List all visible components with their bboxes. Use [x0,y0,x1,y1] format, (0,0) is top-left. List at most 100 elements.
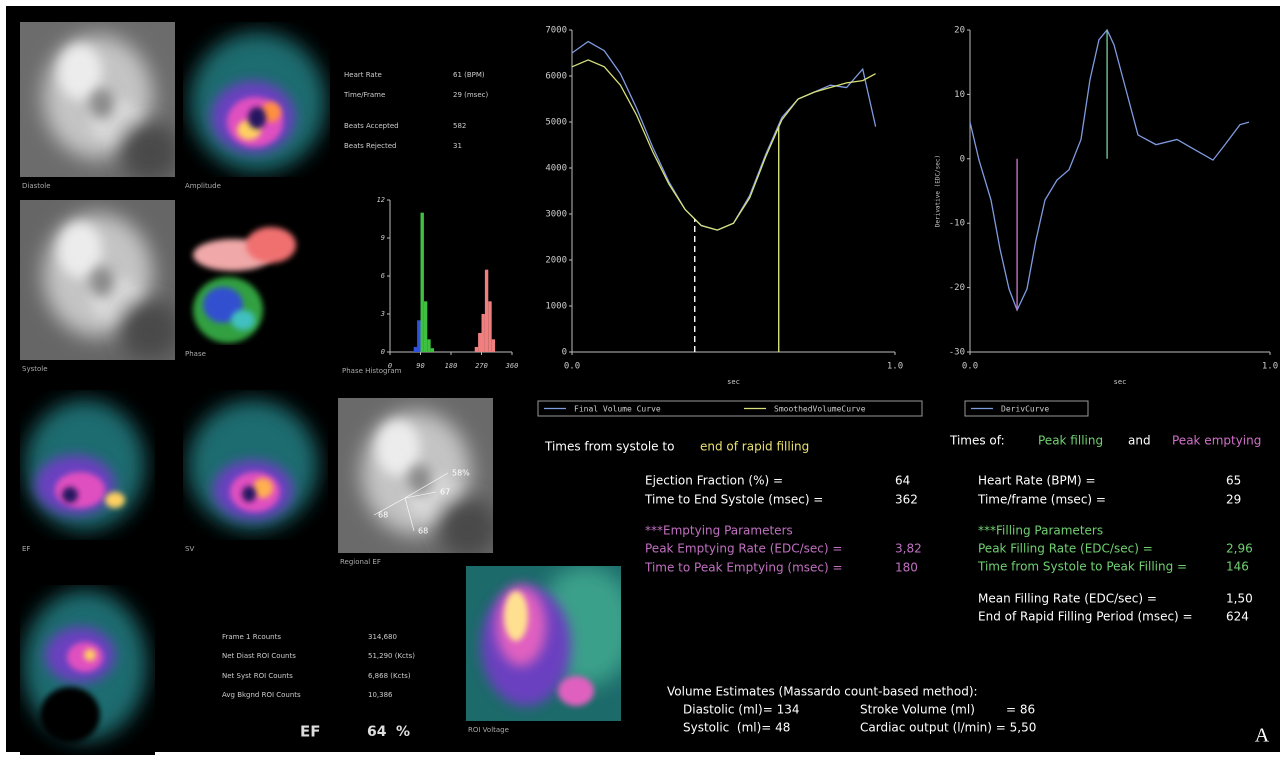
y-tick-label: 9 [381,234,385,242]
image-blob [408,465,432,495]
image-label: Amplitude [185,182,221,190]
stat-value: 31 [453,142,462,150]
image-blob [90,267,114,297]
stat-label: Frame 1 Rcounts [222,633,281,641]
stat-label: Beats Rejected [344,142,396,150]
image-panel [183,205,303,345]
result-value: 2,96 [1226,542,1253,556]
result-value: 29 [1226,493,1241,507]
image-panel [20,390,155,540]
image-blob [253,478,273,498]
y-tick-label: 6 [381,272,385,280]
legend-label: DerivCurve [1001,405,1049,414]
image-blob [120,300,180,360]
stat-label: Net Diast ROI Counts [222,652,296,660]
result-label: Time/frame (msec) = [977,493,1106,507]
stat-label: Avg Bkgnd ROI Counts [222,691,301,699]
x-tick-label: 0 [388,362,392,370]
histogram-bar [414,347,417,352]
result-label: Heart Rate (BPM) = [978,474,1096,488]
volume-estimate: Diastolic (ml)= 134 [683,703,799,717]
corner-label: A [1255,725,1270,747]
y-tick-label: 5000 [545,118,567,128]
y-tick-label: 6000 [545,72,567,82]
y-tick-label: -20 [949,283,965,293]
stat-label: Beats Accepted [344,122,399,130]
volume-estimate: Systolic (ml)= 48 [683,721,790,735]
stat-value: 29 (msec) [453,91,488,99]
regional-ef-label: 68 [378,511,388,520]
legend-label: Final Volume Curve [574,405,661,414]
result-label: Peak Emptying Rate (EDC/sec) = [645,542,842,556]
result-label: Time from Systole to Peak Filling = [977,560,1187,574]
timing-note: end of rapid filling [700,440,809,454]
timing-note: Peak emptying [1172,434,1261,448]
image-blob [242,486,256,502]
histogram-bar [431,348,434,352]
y-tick-label: 7000 [545,26,567,36]
result-value: 624 [1226,610,1249,624]
image-label: Diastole [22,182,51,190]
image-panel [20,22,180,182]
volume-estimate: Cardiac output (l/min) = 5,50 [860,721,1036,735]
histogram-bar [485,270,488,352]
histogram-bar [417,320,420,352]
stat-label: Net Syst ROI Counts [222,672,293,680]
result-value: 3,82 [895,542,922,556]
y-tick-label: 3000 [545,210,567,220]
image-blob [248,107,266,129]
y-tick-label: 20 [954,26,965,36]
image-label: Systole [22,365,48,373]
histogram-bar [478,333,481,352]
y-tick-label: -30 [949,348,965,358]
ef-label: EF [300,723,321,741]
x-axis-label: sec [1114,378,1127,386]
x-tick-label: 180 [445,362,458,370]
image-blob [120,122,180,182]
stat-value: 6,868 (Kcts) [368,672,411,680]
image-label: Phase Histogram [342,367,402,375]
result-label: Time to End Systole (msec) = [644,493,823,507]
x-tick-label: 0.0 [564,362,580,372]
result-value: 146 [1226,560,1249,574]
regional-ef-label: 58% [452,469,470,478]
result-value: 1,50 [1226,592,1253,606]
image-panel [183,390,328,540]
screen: DiastoleAmplitudeSystolePhaseEFSVRegiona… [0,0,1285,759]
image-label: Phase [185,350,206,358]
y-tick-label: 4000 [545,164,567,174]
y-tick-label: 0 [381,348,385,356]
timing-note: Times of: [949,434,1005,448]
image-blob [438,498,498,558]
result-label: End of Rapid Filling Period (msec) = [978,610,1193,624]
histogram-bar [492,339,495,352]
volume-estimate: Stroke Volume (ml) [860,703,975,717]
image-label: Regional EF [340,558,381,566]
result-label: Ejection Fraction (%) = [645,474,783,488]
ef-unit: % [396,724,410,740]
timing-note: Times from systole to [544,440,674,454]
stat-value: 61 (BPM) [453,71,485,79]
image-blob [558,676,594,706]
x-tick-label: 90 [416,362,424,370]
image-blob [55,472,105,508]
legend-label: SmoothedVolumeCurve [774,405,866,414]
image-panel [20,585,155,755]
stat-label: Heart Rate [344,71,382,79]
image-blob [90,89,114,119]
stat-value: 582 [453,122,466,130]
y-tick-label: 10 [954,90,965,100]
y-tick-label: 12 [377,196,385,204]
regional-ef-label: 67 [440,488,450,497]
image-panel [183,22,330,177]
result-label: ***Filling Parameters [978,524,1103,538]
result-value: 362 [895,493,918,507]
image-blob [40,687,100,743]
histogram-bar [427,339,430,352]
image-panel [466,566,636,721]
result-label: ***Emptying Parameters [645,524,793,538]
image-blob [62,487,78,503]
image-blob [105,492,125,508]
stat-label: Time/Frame [343,91,385,99]
result-value: 180 [895,561,918,575]
